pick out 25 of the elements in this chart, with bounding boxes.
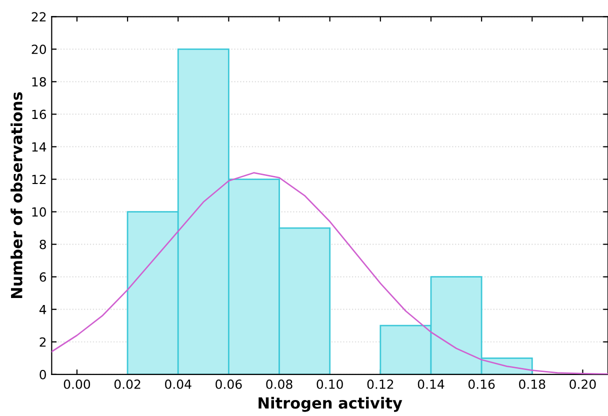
y-tick-label: 8 (40, 240, 46, 250)
y-tick-label: 18 (32, 77, 46, 87)
y-tick-label: 10 (32, 207, 46, 217)
x-tick-label: 0.08 (266, 379, 292, 389)
y-tick-label: 6 (40, 272, 46, 282)
x-tick-label: 0.04 (165, 379, 192, 389)
x-tick-label: 0.20 (570, 379, 596, 389)
x-tick-label: 0.06 (216, 379, 242, 389)
x-tick-label: 0.16 (468, 379, 495, 389)
y-tick-label: 20 (32, 44, 46, 54)
x-tick-label: 0.02 (114, 379, 140, 389)
x-axis-title: Nitrogen activity (258, 396, 402, 412)
y-axis-title: Number of observations (10, 92, 22, 298)
y-tick-label: 16 (32, 110, 46, 120)
x-tick-label: 0.10 (316, 379, 343, 389)
x-tick-label: 0.12 (367, 379, 394, 389)
y-tick-label: 2 (40, 337, 46, 347)
y-tick-label: 4 (39, 304, 46, 314)
x-tick-label: 0.14 (418, 379, 444, 389)
x-tick-label: 0.00 (64, 379, 90, 389)
y-tick-label: 12 (32, 174, 46, 184)
y-tick-label: 14 (32, 142, 46, 152)
y-tick-label: 22 (32, 12, 46, 22)
x-tick-label: 0.18 (519, 379, 546, 389)
y-tick-label: 0 (40, 370, 46, 380)
